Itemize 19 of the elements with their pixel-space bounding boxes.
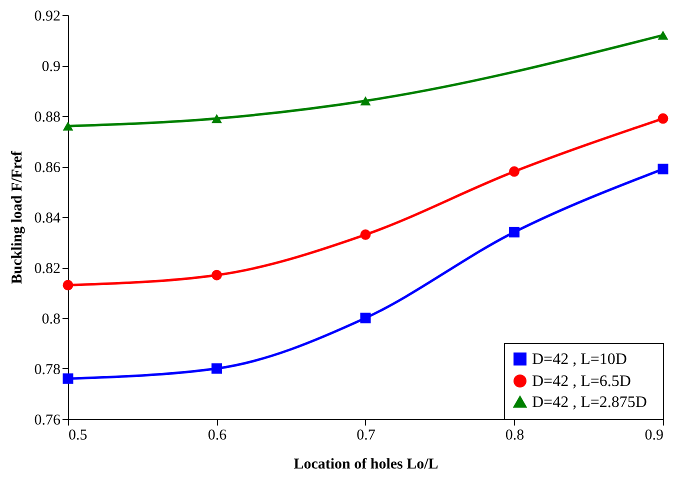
y-tick-label: 0.86 (34, 160, 61, 176)
y-tick-label: 0.78 (34, 362, 60, 378)
y-tick-label: 0.88 (34, 110, 60, 126)
y-tick-label: 0.8 (42, 312, 60, 328)
y-tick-label: 0.9 (42, 59, 60, 75)
y-tick-label: 0.82 (34, 261, 60, 277)
y-tick-label: 0.92 (34, 8, 60, 24)
legend-label: D=42 , L=2.875D (532, 394, 647, 411)
x-axis-title: Location of holes Lo/L (294, 456, 438, 472)
x-tick-label: 0.9 (644, 428, 664, 444)
x-tick-label: 0.8 (505, 428, 524, 444)
x-tick-label: 0.7 (356, 428, 376, 444)
y-tick-label: 0.84 (34, 210, 61, 226)
x-tick-label: 0.5 (68, 428, 88, 444)
legend-label: D=42 , L=6.5D (532, 373, 631, 390)
y-tick-label: 0.76 (34, 412, 61, 428)
x-tick-label: 0.6 (208, 428, 228, 444)
y-axis-title: Buckling load F/Fref (9, 150, 26, 284)
legend-label: D=42 , L=10D (532, 351, 627, 368)
